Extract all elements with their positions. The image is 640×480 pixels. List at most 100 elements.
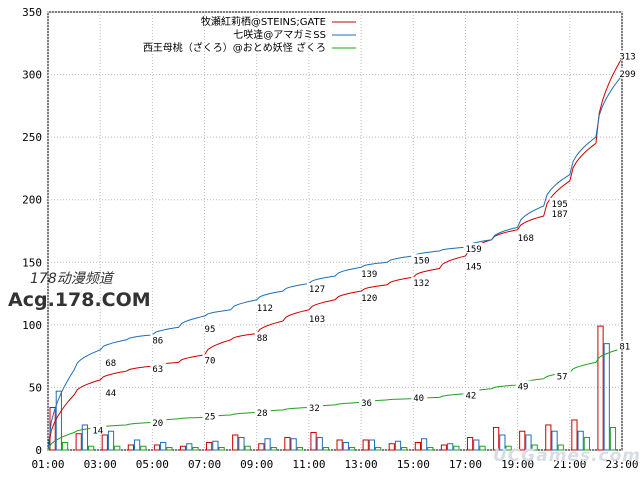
x-tick-label: 05:00 <box>136 458 169 471</box>
hourly-bar <box>420 438 428 451</box>
data-label-bg <box>549 207 572 218</box>
data-label-bg <box>254 301 277 312</box>
hourly-bar <box>284 436 291 451</box>
hourly-bar <box>557 444 564 451</box>
hourly-bar <box>218 446 225 451</box>
hourly-bar <box>322 446 330 451</box>
data-label: 120 <box>361 294 377 304</box>
data-label: 139 <box>361 270 377 280</box>
data-label: 70 <box>205 356 216 366</box>
x-tick-label: 17:00 <box>449 458 482 471</box>
x-tick-label: 23:00 <box>605 458 638 471</box>
x-tick-label: 03:00 <box>84 458 117 471</box>
hourly-bar <box>525 434 532 451</box>
data-label: 32 <box>309 404 320 414</box>
data-label: 25 <box>205 413 216 423</box>
data-label: 145 <box>465 263 481 273</box>
hourly-bar <box>577 430 584 451</box>
x-tick-label: 09:00 <box>240 458 273 471</box>
data-label-bg <box>359 396 376 407</box>
hourly-bar <box>348 446 356 451</box>
hourly-bar <box>394 440 402 451</box>
x-tick-label: 01:00 <box>31 458 64 471</box>
data-label-bg <box>150 334 167 345</box>
hourly-bar <box>127 444 134 451</box>
y-tick-label: 200 <box>22 194 42 207</box>
data-label-bg <box>150 363 167 374</box>
data-label-bg <box>254 406 271 417</box>
data-label-bg <box>103 356 120 367</box>
y-tick-label: 0 <box>35 444 42 457</box>
data-labels: 44 63 70 88 103 120 132 145 168 187 313 68 86 95 112 12… <box>90 50 640 436</box>
hourly-bar <box>505 445 512 451</box>
data-label: 40 <box>413 394 424 404</box>
x-tick-label: 11:00 <box>292 458 325 471</box>
data-label-bg <box>306 313 329 324</box>
series-line <box>47 58 623 451</box>
hourly-bar <box>362 439 369 451</box>
legend-label: 牧瀬紅莉栖@STEINS;GATE <box>201 15 326 28</box>
data-label-bg <box>202 354 219 365</box>
hourly-bar <box>375 446 382 451</box>
data-label-bg <box>359 291 382 302</box>
hourly-bars <box>49 325 617 451</box>
hourly-bar <box>427 446 434 451</box>
hourly-bar <box>493 426 500 451</box>
hourly-bar <box>232 434 239 451</box>
data-label: 159 <box>465 245 481 255</box>
hourly-bar <box>473 439 480 451</box>
legend-label: 七咲逢@アマガミSS <box>233 28 326 41</box>
x-tick-label: 13:00 <box>345 458 378 471</box>
hourly-bar <box>75 433 82 451</box>
data-label-bg <box>90 424 107 435</box>
grid <box>47 11 623 451</box>
legend-label: 西王母桃（ざくろ）@おとめ妖怪 ざくろ <box>143 41 326 54</box>
hourly-bar <box>609 426 617 451</box>
data-label-bg <box>411 254 434 265</box>
data-label-bg <box>463 260 486 271</box>
data-label: 112 <box>257 304 273 314</box>
hourly-bar <box>166 446 173 451</box>
data-label: 14 <box>92 426 103 436</box>
legend: 牧瀬紅莉栖@STEINS;GATE七咲逢@アマガミSS西王母桃（ざくろ）@おとめ… <box>143 15 356 54</box>
data-label-bg <box>411 391 428 402</box>
hourly-bar <box>140 445 147 451</box>
hourly-bar <box>479 445 486 451</box>
data-label-bg <box>617 340 634 351</box>
data-label: 132 <box>413 279 429 289</box>
hourly-bar <box>244 445 251 451</box>
hourly-bar <box>583 436 590 451</box>
data-label: 49 <box>518 383 529 393</box>
hourly-bar <box>531 444 538 451</box>
hourly-bar <box>388 443 395 451</box>
data-label: 103 <box>309 315 325 325</box>
data-label: 313 <box>619 52 635 62</box>
data-label: 57 <box>557 373 568 383</box>
hourly-bar <box>290 438 297 451</box>
data-label: 187 <box>552 210 568 220</box>
hourly-bar <box>153 444 161 451</box>
data-label: 86 <box>152 336 163 346</box>
hourly-bar <box>603 343 610 451</box>
y-tick-label: 300 <box>22 69 42 82</box>
hourly-bar <box>186 443 193 451</box>
hourly-bar <box>238 436 245 451</box>
data-label: 28 <box>257 409 268 419</box>
hourly-bar <box>519 430 526 451</box>
data-label-bg <box>306 283 329 294</box>
data-label: 44 <box>105 389 116 399</box>
hourly-bar <box>440 444 448 451</box>
x-tick-label: 07:00 <box>188 458 221 471</box>
data-label-bg <box>554 370 571 381</box>
data-label-bg <box>463 243 486 254</box>
hourly-bar <box>466 436 474 451</box>
hourly-bar <box>258 443 265 451</box>
y-tick-label: 150 <box>22 256 42 269</box>
data-label: 95 <box>205 325 216 335</box>
hourly-bar <box>114 445 121 451</box>
y-tick-label: 250 <box>22 131 42 144</box>
data-label-bg <box>103 386 120 397</box>
x-tick-label: 21:00 <box>553 458 586 471</box>
watermark-corner: UCGames.com <box>493 446 640 466</box>
